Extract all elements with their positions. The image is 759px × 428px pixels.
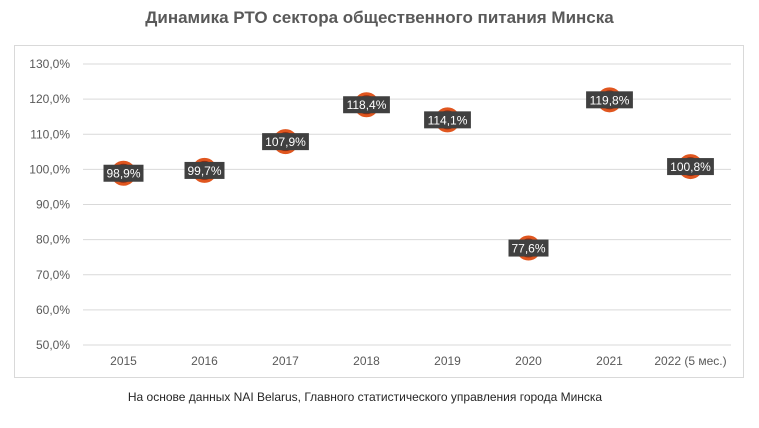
source-note: На основе данных NAI Belarus, Главного с… [127, 390, 603, 404]
data-label-box [508, 239, 549, 257]
x-tick-label: 2016 [191, 354, 218, 368]
data-label-box [667, 158, 714, 176]
data-label: 107,9% [265, 135, 306, 149]
scatter-chart: 50,0% 60,0% 70,0% 80,0% 90,0% 100,0% 110,0% 120… [29, 57, 731, 368]
data-label-box [424, 111, 471, 129]
data-label-box [343, 96, 390, 114]
data-label: 100,8% [670, 160, 711, 174]
data-label-box [586, 91, 633, 109]
x-tick-label: 2018 [353, 354, 380, 368]
data-label-box [184, 161, 225, 179]
y-tick-label: 90,0% [36, 198, 70, 212]
data-label: 77,6% [511, 242, 545, 256]
data-label: 114,1% [428, 113, 468, 127]
y-tick-label: 60,0% [36, 303, 70, 317]
y-tick-label: 80,0% [36, 233, 70, 247]
data-label-box [262, 133, 309, 151]
y-tick-label: 110,0% [30, 127, 70, 141]
x-tick-label: 2019 [434, 354, 461, 368]
y-tick-label: 50,0% [36, 338, 70, 352]
data-label: 99,7% [187, 164, 221, 178]
x-tick-label: 2021 [596, 354, 623, 368]
y-tick-label: 120,0% [29, 92, 70, 106]
x-tick-label: 2020 [515, 354, 542, 368]
chart-area: 50,0% 60,0% 70,0% 80,0% 90,0% 100,0% 110,0% 120… [14, 45, 744, 378]
y-tick-label: 70,0% [36, 268, 70, 282]
x-tick-label: 2017 [272, 354, 299, 368]
y-tick-label: 100,0% [29, 162, 70, 176]
chart-title: Динамика РТО сектора общественного питан… [145, 8, 614, 27]
data-label: 118,4% [347, 98, 387, 112]
x-tick-label: 2022 (5 мес.) [654, 354, 726, 368]
x-tick-label: 2015 [110, 354, 137, 368]
y-tick-label: 130,0% [29, 57, 70, 71]
data-label: 119,8% [590, 93, 630, 107]
data-label: 98,9% [106, 167, 140, 181]
data-label-box [103, 164, 144, 182]
